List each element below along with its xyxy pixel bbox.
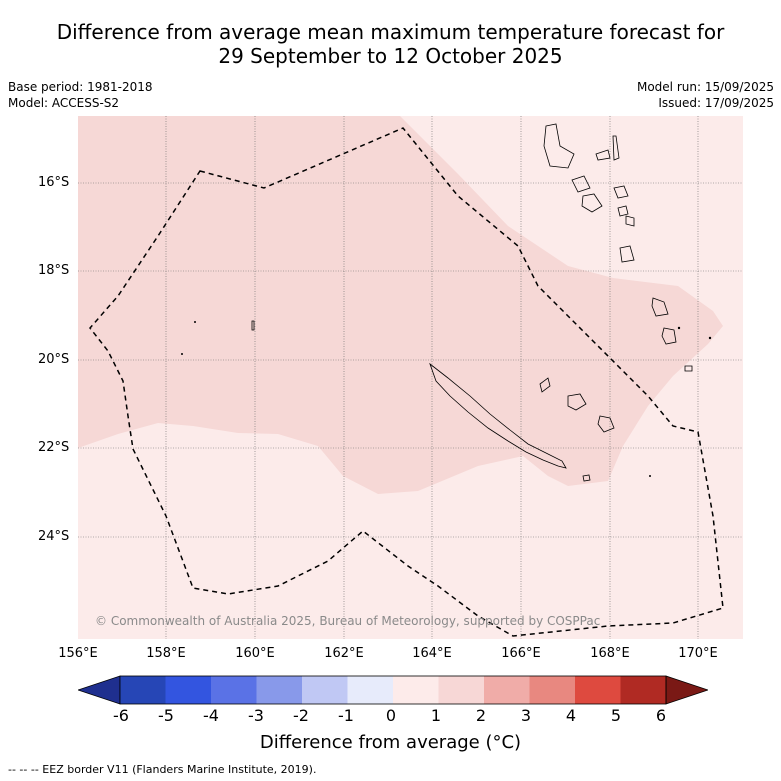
- colorbar-frame: [119, 675, 667, 705]
- colorbar-tick: -4: [203, 706, 219, 725]
- colorbar-extend-low: [78, 675, 121, 705]
- lat-label: 18°S: [38, 263, 70, 278]
- island-dot: [677, 326, 681, 330]
- lat-label: 24°S: [38, 529, 70, 544]
- chesterfield-islands: [251, 320, 255, 331]
- island-dot: [181, 353, 183, 355]
- colorbar-tick: -1: [338, 706, 354, 725]
- island-dot: [649, 475, 651, 477]
- colorbar-tick: -2: [293, 706, 309, 725]
- vanuatu-islands: [543, 123, 693, 372]
- model-run: Model run: 15/09/2025: [636, 80, 774, 94]
- colorbar-tick: 5: [610, 706, 622, 725]
- colorbar-bin: [438, 676, 484, 704]
- lon-label: 170°E: [678, 646, 718, 661]
- lon-label: 166°E: [501, 646, 541, 661]
- colorbar-tick: -6: [113, 706, 129, 725]
- colorbar-bin: [529, 676, 575, 704]
- lon-label: 156°E: [58, 646, 98, 661]
- eez-footnote: -- -- -- EEZ border V11 (Flanders Marine…: [8, 763, 317, 776]
- colorbar-bin: [484, 676, 530, 704]
- colorbar-bin: [302, 676, 348, 704]
- warm-anomaly-region: [78, 116, 723, 494]
- colorbar-tick: 1: [430, 706, 442, 725]
- lon-label: 164°E: [412, 646, 452, 661]
- model-name: Model: ACCESS-S2: [8, 96, 120, 110]
- lon-label: 168°E: [590, 646, 630, 661]
- colorbar-tick: 3: [520, 706, 532, 725]
- base-period: Base period: 1981-2018: [8, 80, 153, 94]
- colorbar-bin: [347, 676, 393, 704]
- colorbar-tick: 6: [655, 706, 667, 725]
- colorbar: [78, 675, 708, 705]
- colorbar-bin: [575, 676, 621, 704]
- new-caledonia-island: [429, 362, 567, 469]
- colorbar-bin: [393, 676, 439, 704]
- colorbar-tick: -5: [158, 706, 174, 725]
- colorbar-tick: -3: [248, 706, 264, 725]
- map-title-line1: Difference from average mean maximum tem…: [56, 20, 725, 44]
- lat-label: 16°S: [38, 175, 70, 190]
- colorbar-label: Difference from average (°C): [259, 732, 522, 753]
- isle-of-pines-island: [582, 474, 591, 482]
- lon-label: 162°E: [324, 646, 364, 661]
- lon-label: 158°E: [146, 646, 186, 661]
- colorbar-tick: 2: [475, 706, 487, 725]
- issued-date: Issued: 17/09/2025: [658, 96, 774, 110]
- colorbar-bin: [211, 676, 257, 704]
- lat-label: 22°S: [38, 440, 70, 455]
- colorbar-extend-high: [665, 675, 708, 705]
- loyalty-islands: [539, 377, 615, 433]
- map-title-line2: 29 September to 12 October 2025: [218, 44, 563, 68]
- graticule: [78, 116, 743, 639]
- colorbar-tick: 0: [385, 706, 397, 725]
- lat-label: 20°S: [38, 352, 70, 367]
- copyright-notice: © Commonwealth of Australia 2025, Bureau…: [95, 614, 601, 628]
- lon-label: 160°E: [235, 646, 275, 661]
- island-dot: [194, 321, 196, 323]
- colorbar-tick: 4: [565, 706, 577, 725]
- island-dot: [708, 336, 712, 340]
- colorbar-bin: [120, 676, 166, 704]
- forecast-map: [78, 116, 743, 639]
- colorbar-bin: [620, 676, 666, 704]
- colorbar-bin: [165, 676, 211, 704]
- colorbar-bin: [256, 676, 302, 704]
